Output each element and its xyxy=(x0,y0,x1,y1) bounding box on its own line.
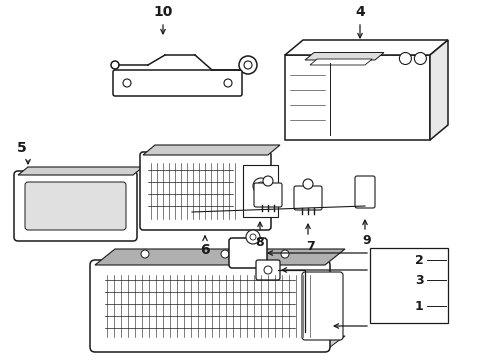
FancyBboxPatch shape xyxy=(140,152,271,230)
Circle shape xyxy=(253,178,269,194)
FancyBboxPatch shape xyxy=(90,260,330,352)
Text: 4: 4 xyxy=(355,5,365,19)
Polygon shape xyxy=(285,40,448,55)
Text: 10: 10 xyxy=(153,5,172,19)
Polygon shape xyxy=(310,59,372,65)
FancyBboxPatch shape xyxy=(294,186,322,210)
Text: 1: 1 xyxy=(415,300,423,312)
FancyBboxPatch shape xyxy=(355,176,375,208)
Polygon shape xyxy=(243,165,278,217)
Circle shape xyxy=(250,234,256,240)
Circle shape xyxy=(239,56,257,74)
FancyBboxPatch shape xyxy=(25,182,126,230)
Circle shape xyxy=(399,53,412,64)
Text: 2: 2 xyxy=(415,253,423,266)
Circle shape xyxy=(303,179,313,189)
Circle shape xyxy=(244,61,252,69)
Circle shape xyxy=(257,182,265,190)
FancyBboxPatch shape xyxy=(229,238,267,268)
Text: 3: 3 xyxy=(415,274,423,287)
Circle shape xyxy=(263,176,273,186)
Circle shape xyxy=(264,266,272,274)
FancyBboxPatch shape xyxy=(113,70,242,96)
FancyBboxPatch shape xyxy=(302,272,343,340)
Text: 6: 6 xyxy=(200,243,210,257)
Polygon shape xyxy=(95,249,345,265)
Circle shape xyxy=(111,61,119,69)
Bar xyxy=(285,55,430,140)
Polygon shape xyxy=(143,145,280,155)
Circle shape xyxy=(281,250,289,258)
Text: 7: 7 xyxy=(306,239,315,252)
Circle shape xyxy=(415,53,426,64)
Circle shape xyxy=(224,79,232,87)
Polygon shape xyxy=(305,53,384,60)
FancyBboxPatch shape xyxy=(256,260,280,280)
Polygon shape xyxy=(430,40,448,140)
Bar xyxy=(370,248,448,323)
Circle shape xyxy=(123,79,131,87)
Text: 8: 8 xyxy=(256,235,264,248)
Circle shape xyxy=(221,250,229,258)
FancyBboxPatch shape xyxy=(14,171,137,241)
Circle shape xyxy=(141,250,149,258)
Text: 5: 5 xyxy=(17,141,27,155)
Polygon shape xyxy=(18,167,143,175)
FancyBboxPatch shape xyxy=(254,183,282,207)
Circle shape xyxy=(246,230,260,244)
Polygon shape xyxy=(100,336,345,347)
Text: 9: 9 xyxy=(363,234,371,247)
